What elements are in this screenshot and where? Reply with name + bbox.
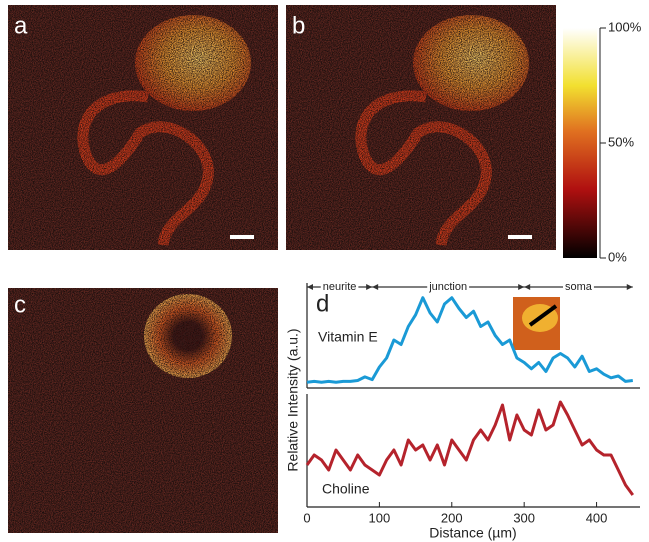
panel-letter: d [316, 290, 329, 317]
series-label: Choline [322, 481, 370, 497]
panel-letter: b [292, 12, 305, 39]
x-axis-label: Distance (µm) [429, 525, 516, 541]
region-label: soma [565, 281, 593, 293]
panel-a: a [8, 5, 278, 250]
panel-letter: c [14, 291, 26, 318]
region-label: junction [428, 281, 467, 293]
series-label: Vitamin E [318, 329, 378, 345]
region-label: neurite [323, 281, 357, 293]
figure: a b c d Relative Intensity (a.u.) Distan… [0, 0, 649, 542]
x-tick-label: 100 [369, 510, 391, 525]
panel-b: b [286, 5, 556, 250]
x-tick-label: 300 [513, 510, 535, 525]
colorbar [563, 28, 597, 258]
x-tick-label: 400 [586, 510, 608, 525]
panel-letter: a [14, 12, 28, 39]
colorbar-tick-label: 50% [608, 134, 634, 149]
inset [513, 297, 560, 350]
y-axis-label: Relative Intensity (a.u.) [285, 328, 301, 471]
x-tick-label: 200 [441, 510, 463, 525]
x-tick-label: 0 [303, 510, 310, 525]
panel-c: c [8, 288, 278, 538]
colorbar-tick-label: 0% [608, 249, 627, 264]
colorbar-tick-label: 100% [608, 19, 642, 34]
